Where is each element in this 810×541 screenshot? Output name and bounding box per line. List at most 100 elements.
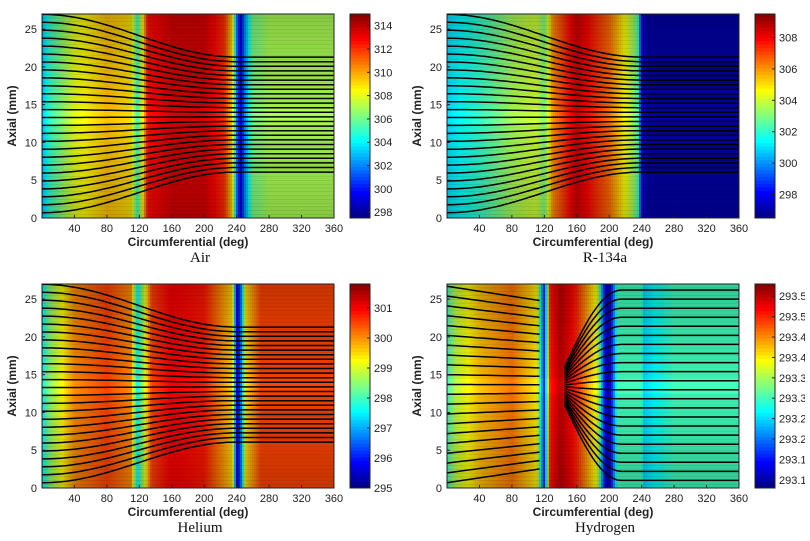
heatmap-cell xyxy=(727,284,730,488)
heatmap-cell xyxy=(226,284,229,488)
heatmap-cell xyxy=(643,14,646,218)
x-tick-label: 80 xyxy=(101,493,113,505)
heatmap-cell xyxy=(142,284,145,488)
heatmap-cell xyxy=(549,14,552,218)
heatmap-cell xyxy=(234,14,237,218)
heatmap-cell xyxy=(210,14,213,218)
heatmap-cell xyxy=(639,14,642,218)
heatmap-cell xyxy=(547,14,550,218)
colorbar-cell xyxy=(350,457,370,462)
heatmap-cell xyxy=(90,284,93,488)
heatmap-cell xyxy=(116,284,119,488)
axial-shade xyxy=(447,195,739,200)
streamline xyxy=(447,344,540,352)
axial-shade xyxy=(42,427,334,432)
streamline xyxy=(42,370,334,379)
colorbar-cell xyxy=(755,287,775,292)
colorbar-cell xyxy=(755,301,775,305)
colorbar-cell xyxy=(755,31,775,35)
x-axis-label: Circumferential (deg) xyxy=(533,235,654,249)
y-axis-label: Axial (mm) xyxy=(5,355,19,416)
heatmap-cell xyxy=(493,14,496,218)
axial-shade xyxy=(447,14,739,19)
colorbar-cell xyxy=(755,331,775,336)
x-tick-label: 280 xyxy=(665,223,683,235)
axial-shade xyxy=(42,393,334,398)
heatmap-cell xyxy=(631,14,634,218)
colorbar-cell xyxy=(350,109,370,114)
y-tick-label: 5 xyxy=(31,175,37,187)
axial-shade xyxy=(447,404,739,410)
axial-shade xyxy=(42,157,334,162)
heatmap-cell xyxy=(314,14,317,218)
colorbar-cell xyxy=(350,105,370,110)
heatmap-cell xyxy=(725,14,728,218)
colorbar-cell xyxy=(755,341,775,346)
y-tick-label: 20 xyxy=(430,332,442,344)
heatmap-cell xyxy=(565,14,568,218)
axial-shade xyxy=(42,40,334,45)
heatmap-cell xyxy=(322,284,325,488)
axial-shade xyxy=(447,131,739,136)
axial-shade xyxy=(42,469,334,474)
axial-shade xyxy=(447,142,739,147)
axial-shade xyxy=(447,17,739,22)
heatmap-cell xyxy=(657,14,660,218)
x-tick-label: 160 xyxy=(163,493,181,505)
x-tick-label: 360 xyxy=(730,223,748,235)
heatmap-cell xyxy=(188,284,191,488)
heatmap-cell xyxy=(671,284,674,488)
heatmap-cell xyxy=(711,284,714,488)
heatmap-cell xyxy=(92,14,95,218)
heatmap-cell xyxy=(469,14,472,218)
heatmap-cell xyxy=(298,284,301,488)
streamline xyxy=(447,451,540,464)
colorbar-tick-label: 293.5 xyxy=(779,312,805,324)
heatmap-cell xyxy=(625,14,628,218)
axial-shade xyxy=(42,472,334,478)
axial-shade xyxy=(447,187,739,192)
heatmap-cell xyxy=(324,14,327,218)
heatmap-cell xyxy=(170,284,173,488)
colorbar-cell xyxy=(755,443,775,448)
heatmap-cell xyxy=(539,284,542,488)
heatmap-cell xyxy=(200,284,203,488)
colorbar-cell xyxy=(755,41,775,46)
heatmap-cell xyxy=(563,284,566,488)
heatmap-cell xyxy=(525,284,528,488)
colorbar-cell xyxy=(755,423,775,428)
streamline xyxy=(563,298,739,369)
colorbar-cell xyxy=(755,355,775,360)
heatmap-cell xyxy=(505,284,508,488)
heatmap-cell xyxy=(50,14,53,218)
streamline xyxy=(42,413,334,436)
axial-shade xyxy=(42,302,334,308)
heatmap-cell xyxy=(613,14,616,218)
x-tick-label: 160 xyxy=(568,223,586,235)
heatmap-cell xyxy=(481,284,484,488)
axial-shade xyxy=(42,14,334,19)
streamline xyxy=(42,339,334,361)
colorbar-cell xyxy=(755,139,775,144)
colorbar-tick-label: 298 xyxy=(374,207,392,219)
heatmap-cell xyxy=(252,284,255,488)
colorbar-cell xyxy=(755,396,775,401)
heatmap-cell xyxy=(587,284,590,488)
heatmap-cell xyxy=(639,284,642,488)
heatmap-cell xyxy=(563,14,566,218)
heatmap-cell xyxy=(254,284,257,488)
heatmap-cell xyxy=(575,14,578,218)
streamline xyxy=(447,285,540,302)
heatmap-cell xyxy=(260,14,263,218)
x-tick-label: 40 xyxy=(473,493,485,505)
axial-shade xyxy=(447,199,739,204)
axial-shade xyxy=(447,291,739,296)
heatmap-cell xyxy=(507,14,510,218)
colorbar-cell xyxy=(755,297,775,302)
colorbar-cell xyxy=(350,348,370,353)
colorbar-cell xyxy=(755,197,775,202)
colorbar-cell xyxy=(350,146,370,151)
colorbar-cell xyxy=(350,406,370,411)
y-tick-label: 25 xyxy=(25,294,37,306)
colorbar-tick-label: 308 xyxy=(374,91,392,103)
